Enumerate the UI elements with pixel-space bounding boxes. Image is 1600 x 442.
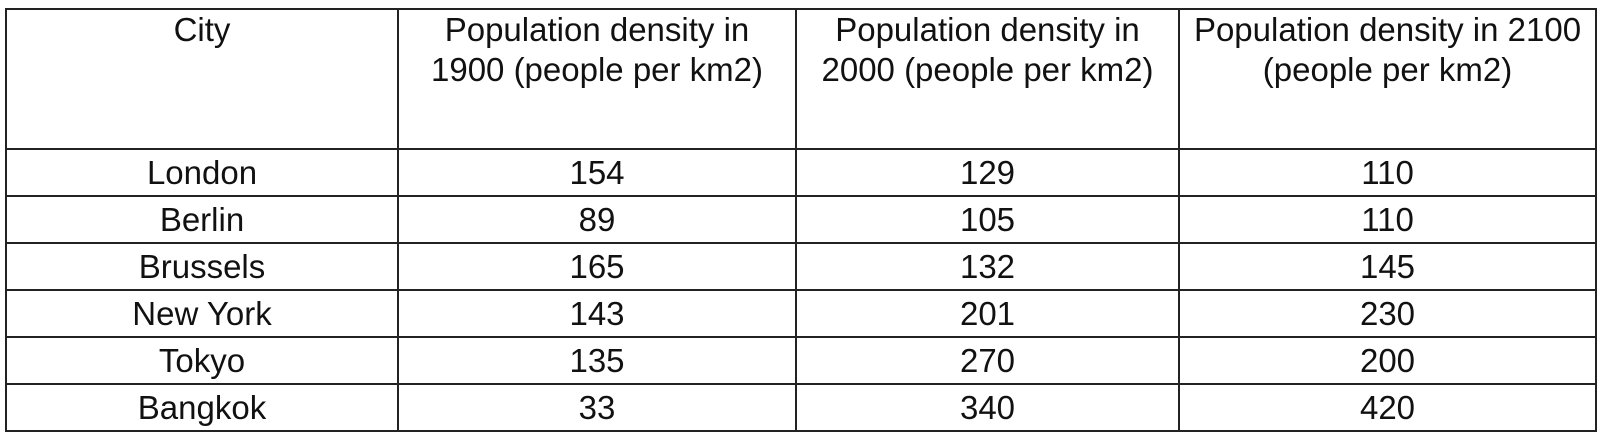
header-cell: Population density in 2100 (people per k… [1178,8,1597,150]
city-cell: New York [5,289,399,338]
density-cell: 143 [397,289,797,338]
density-cell: 270 [795,336,1180,385]
city-cell: Bangkok [5,383,399,432]
density-cell: 200 [1178,336,1597,385]
city-cell: London [5,148,399,197]
table-row: New York 143 201 230 [5,289,1597,338]
density-cell: 420 [1178,383,1597,432]
table-header: City Population density in 1900 (people p… [5,8,1597,150]
table-body: London 154 129 110 Berlin 89 105 110 Brussels 165… [5,148,1597,432]
density-cell: 201 [795,289,1180,338]
density-cell: 135 [397,336,797,385]
density-cell: 110 [1178,148,1597,197]
density-cell: 132 [795,242,1180,291]
density-cell: 89 [397,195,797,244]
header-cell: City [5,8,399,150]
density-cell: 33 [397,383,797,432]
density-cell: 110 [1178,195,1597,244]
table-row: Bangkok 33 340 420 [5,383,1597,432]
density-cell: 340 [795,383,1180,432]
density-cell: 105 [795,195,1180,244]
density-cell: 230 [1178,289,1597,338]
table-row: Brussels 165 132 145 [5,242,1597,291]
density-cell: 145 [1178,242,1597,291]
header-cell: Population density in 1900 (people per k… [397,8,797,150]
header-row: City Population density in 1900 (people p… [5,8,1597,150]
header-cell: Population density in 2000 (people per k… [795,8,1180,150]
density-table: City Population density in 1900 (people p… [5,8,1597,432]
table-row: Berlin 89 105 110 [5,195,1597,244]
density-cell: 165 [397,242,797,291]
density-cell: 154 [397,148,797,197]
table-row: London 154 129 110 [5,148,1597,197]
table-row: Tokyo 135 270 200 [5,336,1597,385]
city-cell: Tokyo [5,336,399,385]
density-cell: 129 [795,148,1180,197]
city-cell: Berlin [5,195,399,244]
city-cell: Brussels [5,242,399,291]
